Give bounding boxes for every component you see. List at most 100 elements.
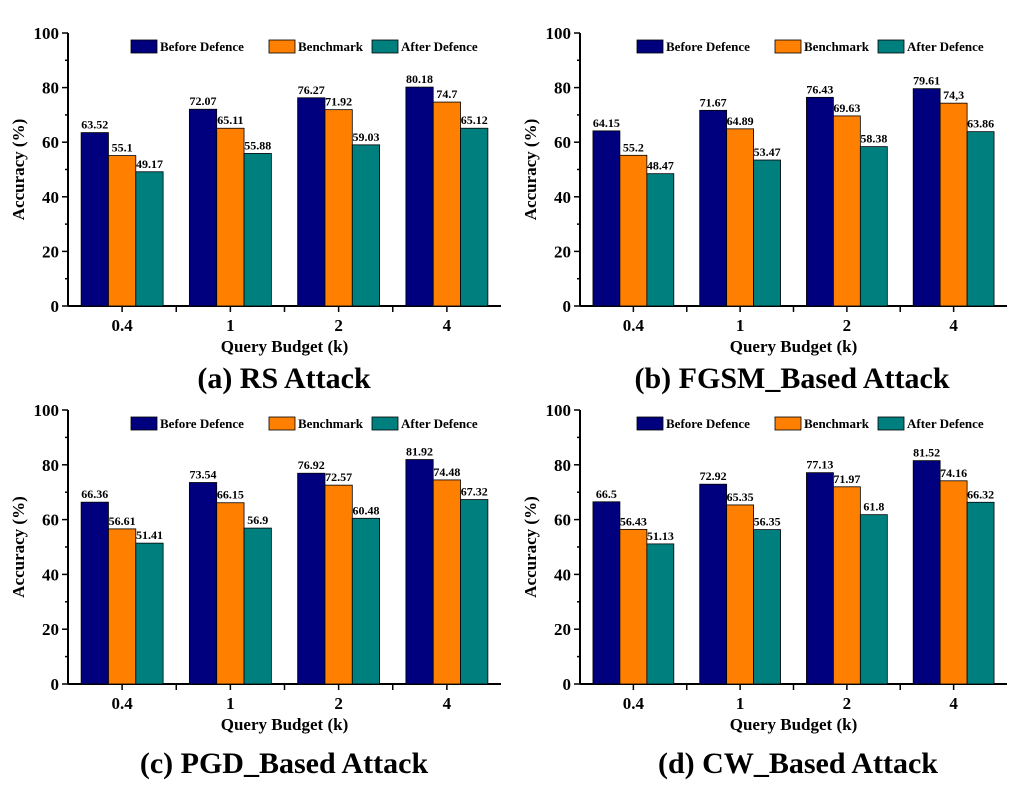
y-tick-label: 20	[554, 620, 571, 639]
bar-before-defence	[297, 472, 326, 685]
y-tick-label: 80	[42, 456, 59, 475]
data-label: 51.41	[136, 528, 163, 542]
bar-before-defence	[592, 501, 621, 685]
x-axis-title: Query Budget (k)	[221, 715, 349, 734]
bar-benchmark	[108, 528, 137, 685]
x-tick-label: 4	[949, 316, 958, 335]
bar-benchmark	[619, 154, 648, 307]
chart-panel-4: 0 20 40 60 80 100 Accuracy (%) 0.4 66.556.4351.1…	[521, 401, 1007, 780]
y-axis-title: Accuracy (%)	[521, 119, 540, 221]
legend-swatch-before-defence	[636, 416, 664, 431]
legend: Before Defence Benchmark After Defence	[636, 416, 984, 431]
panel-caption: (b) FGSM_Based Attack	[635, 362, 950, 395]
bar-before-defence	[188, 482, 218, 685]
data-label: 77.13	[806, 458, 833, 472]
x-tick-label: 0.4	[623, 694, 645, 713]
y-tick-label: 60	[42, 133, 59, 152]
bar-before-defence	[912, 88, 941, 307]
bar-benchmark	[832, 486, 861, 685]
data-label: 74.7	[436, 87, 457, 101]
legend-label: After Defence	[907, 39, 984, 54]
bar-before-defence	[405, 459, 434, 685]
y-tick-label: 0	[563, 297, 572, 316]
data-label: 81.92	[406, 445, 433, 459]
bar-before-defence	[405, 86, 434, 307]
bar-before-defence	[592, 130, 621, 307]
data-label: 55.2	[623, 140, 644, 154]
bar-before-defence	[297, 97, 326, 307]
legend-swatch-before-defence	[130, 416, 158, 431]
bar-after-defence	[243, 153, 272, 307]
x-tick-label: 0.4	[623, 316, 645, 335]
legend-label: After Defence	[401, 416, 478, 431]
x-tick-label: 4	[949, 694, 958, 713]
data-label: 74.48	[433, 465, 460, 479]
data-label: 65.11	[217, 113, 243, 127]
data-label: 60.48	[352, 503, 379, 517]
legend-label: Benchmark	[298, 416, 364, 431]
data-label: 53.47	[754, 145, 781, 159]
data-label: 69.63	[833, 101, 860, 115]
y-tick-label: 20	[554, 242, 571, 261]
bar-before-defence	[80, 501, 109, 685]
y-tick-label: 40	[42, 188, 59, 207]
bar-benchmark	[216, 127, 245, 307]
bar-benchmark	[324, 109, 353, 307]
bar-benchmark	[324, 484, 353, 685]
x-tick-label: 0.4	[112, 694, 134, 713]
bar-benchmark	[216, 502, 245, 685]
legend-swatch-after-defence	[877, 416, 905, 431]
bar-benchmark	[726, 128, 755, 307]
legend-label: After Defence	[907, 416, 984, 431]
data-label: 63.52	[81, 118, 108, 132]
x-tick-label: 1	[736, 316, 745, 335]
data-label: 56.35	[754, 515, 781, 529]
bar-benchmark	[432, 479, 461, 685]
bar-after-defence	[646, 173, 675, 307]
y-axis-title: Accuracy (%)	[9, 496, 28, 598]
data-label: 58.38	[860, 132, 887, 146]
y-tick-label: 20	[42, 620, 59, 639]
data-label: 56.61	[109, 514, 136, 528]
data-label: 66.5	[596, 487, 617, 501]
data-label: 76.27	[298, 83, 325, 97]
data-label: 81.52	[913, 446, 940, 460]
bar-benchmark	[108, 155, 137, 307]
legend-swatch-benchmark	[268, 39, 296, 54]
y-tick-label: 60	[42, 511, 59, 530]
data-label: 66.15	[217, 488, 244, 502]
x-tick-label: 1	[736, 694, 745, 713]
bar-benchmark	[432, 101, 461, 307]
data-label: 76.43	[806, 82, 833, 96]
legend-swatch-before-defence	[130, 39, 158, 54]
y-tick-label: 100	[34, 401, 60, 420]
legend-label: Before Defence	[160, 39, 244, 54]
y-tick-label: 80	[42, 79, 59, 98]
data-label: 51.13	[647, 529, 674, 543]
legend-swatch-after-defence	[371, 416, 399, 431]
y-tick-label: 100	[546, 401, 572, 420]
bar-before-defence	[80, 132, 109, 307]
bar-after-defence	[859, 514, 888, 685]
data-label: 63.86	[967, 117, 994, 131]
data-label: 80.18	[406, 72, 433, 86]
data-label: 61.8	[863, 500, 884, 514]
data-label: 56.9	[247, 513, 268, 527]
x-tick-label: 4	[443, 694, 452, 713]
bar-after-defence	[646, 543, 675, 685]
y-tick-label: 100	[546, 24, 572, 43]
legend-label: Before Defence	[666, 416, 750, 431]
bar-benchmark	[726, 504, 755, 685]
data-label: 66.32	[967, 487, 994, 501]
legend-swatch-after-defence	[371, 39, 399, 54]
y-tick-label: 20	[42, 242, 59, 261]
bar-benchmark	[832, 115, 861, 307]
bar-after-defence	[966, 131, 995, 307]
data-label: 79.61	[913, 74, 940, 88]
panel-caption: (d) CW_Based Attack	[658, 747, 938, 780]
data-label: 56.43	[620, 514, 647, 528]
bar-before-defence	[699, 109, 728, 307]
legend-label: After Defence	[401, 39, 478, 54]
